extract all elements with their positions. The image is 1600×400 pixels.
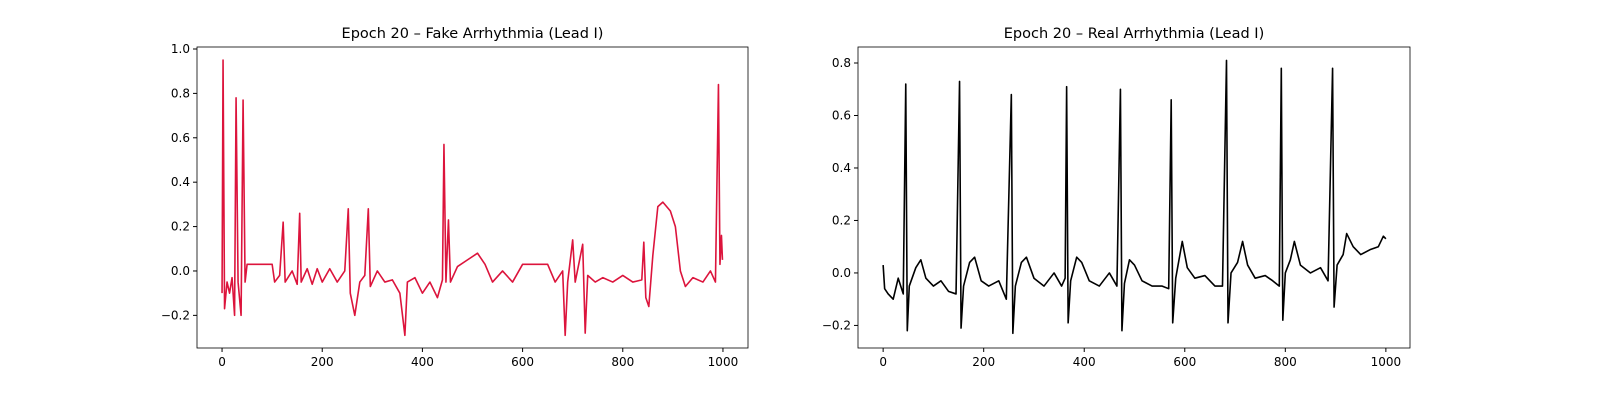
y-tick-label: 0.2 bbox=[832, 213, 851, 227]
y-tick-label: −0.2 bbox=[161, 308, 190, 322]
signal-line bbox=[221, 59, 724, 337]
y-tick-label: 0.4 bbox=[171, 175, 190, 189]
axes-frame bbox=[857, 46, 1411, 349]
y-tick-label: 0.0 bbox=[832, 266, 851, 280]
x-tick-label: 0 bbox=[218, 355, 226, 369]
chart-title: Epoch 20 – Fake Arrhythmia (Lead I) bbox=[342, 26, 604, 42]
x-tick-label: 200 bbox=[972, 355, 995, 369]
x-tick-label: 0 bbox=[879, 355, 887, 369]
signal-line bbox=[882, 59, 1387, 335]
y-tick-label: 0.8 bbox=[171, 86, 190, 100]
x-tick-label: 400 bbox=[1073, 355, 1096, 369]
x-tick-label: 1000 bbox=[708, 355, 739, 369]
x-tick-label: 400 bbox=[411, 355, 434, 369]
y-tick-label: 0.2 bbox=[171, 220, 190, 234]
y-tick-label: 0.6 bbox=[171, 131, 190, 145]
y-tick-label: 0.0 bbox=[171, 264, 190, 278]
x-tick-label: 200 bbox=[311, 355, 334, 369]
y-tick-label: 0.6 bbox=[832, 108, 851, 122]
y-tick-label: 0.8 bbox=[832, 56, 851, 70]
x-tick-label: 600 bbox=[511, 355, 534, 369]
x-tick-label: 800 bbox=[1274, 355, 1297, 369]
x-tick-label: 600 bbox=[1173, 355, 1196, 369]
axes-frame bbox=[196, 46, 749, 349]
x-tick-label: 1000 bbox=[1371, 355, 1402, 369]
x-tick-label: 800 bbox=[611, 355, 634, 369]
y-tick-label: 1.0 bbox=[171, 42, 190, 56]
y-tick-label: 0.4 bbox=[832, 161, 851, 175]
y-tick-label: −0.2 bbox=[822, 318, 851, 332]
chart-title: Epoch 20 – Real Arrhythmia (Lead I) bbox=[1004, 26, 1264, 42]
